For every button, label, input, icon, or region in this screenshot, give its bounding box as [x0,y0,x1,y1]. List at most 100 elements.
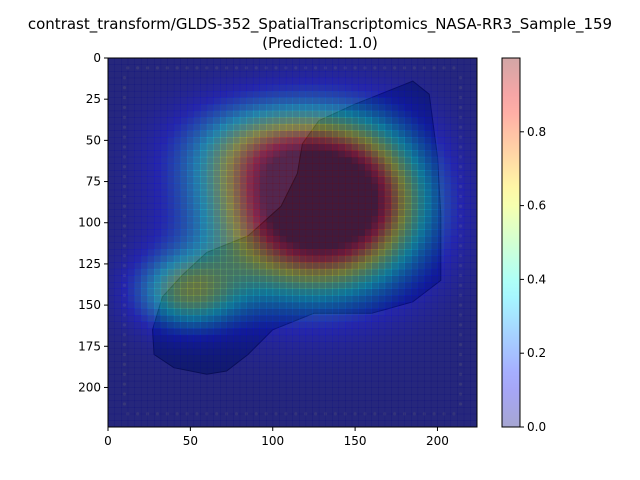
heat-cell [193,249,201,257]
heat-cell [187,176,195,184]
heat-cell [226,413,234,421]
heat-cell [173,229,181,237]
heat-cell [187,361,195,369]
heat-cell [114,295,122,303]
heat-cell [463,367,471,375]
heat-cell [259,288,267,296]
heat-cell [417,216,425,224]
heat-cell [206,328,214,336]
heat-cell [292,288,300,296]
heat-cell [325,314,333,322]
heat-cell [292,90,300,98]
heat-cell [364,104,372,112]
heat-cell [246,308,254,316]
heat-cell [378,229,386,237]
heat-cell [351,308,359,316]
heat-cell [397,314,405,322]
heat-cell [318,97,326,105]
heat-cell [364,229,372,237]
heat-cell [364,97,372,105]
heat-cell [121,90,129,98]
heat-cell [193,235,201,243]
heat-cell [147,110,155,118]
heat-cell [140,262,148,270]
heat-cell [338,163,346,171]
heat-cell [450,301,458,309]
heat-cell [424,249,432,257]
heat-cell [292,71,300,79]
heat-cell [299,170,307,178]
heat-cell [140,361,148,369]
heat-cell [226,249,234,257]
heat-cell [252,189,260,197]
heat-cell [397,229,405,237]
heat-cell [180,150,188,158]
heat-cell [345,123,353,131]
heat-cell [272,58,280,65]
heat-cell [437,104,445,112]
heat-cell [470,328,477,336]
heat-cell [384,156,392,164]
heat-cell [292,143,300,151]
heat-cell [160,209,168,217]
heat-cell [206,400,214,408]
heat-cell [292,400,300,408]
heat-cell [397,374,405,382]
heat-cell [338,97,346,105]
heat-cell [411,420,419,427]
heat-cell [430,150,438,158]
heat-cell [430,90,438,98]
heat-cell [140,255,148,263]
heat-cell [200,334,208,342]
heat-cell [397,143,405,151]
heat-cell [470,58,477,65]
heat-cell [299,314,307,322]
heat-cell [444,137,452,145]
heat-cell [200,308,208,316]
heat-cell [200,77,208,85]
heat-cell [206,77,214,85]
heat-cell [299,308,307,316]
heat-cell [154,407,162,415]
heat-cell [378,176,386,184]
heat-cell [147,282,155,290]
heat-cell [358,235,366,243]
heat-cell [437,314,445,322]
heat-cell [108,58,115,65]
heat-cell [332,314,340,322]
heat-cell [180,387,188,395]
heat-cell [160,71,168,79]
heat-cell [239,301,247,309]
heat-cell [397,295,405,303]
heat-cell [140,189,148,197]
heat-cell [338,275,346,283]
heat-cell [318,209,326,217]
heat-cell [397,71,405,79]
heat-cell [134,361,142,369]
heat-cell [292,314,300,322]
heat-cell [121,137,129,145]
heat-cell [108,400,115,408]
heat-cell [187,413,195,421]
heat-cell [391,189,399,197]
heat-cell [305,170,313,178]
heat-cell [108,262,115,270]
heat-cell [358,255,366,263]
heat-cell [220,196,228,204]
heat-cell [397,347,405,355]
heat-cell [444,84,452,92]
heat-cell [173,288,181,296]
heat-cell [397,77,405,85]
heat-cell [444,328,452,336]
heat-cell [378,321,386,329]
slide-dot [122,392,127,396]
heat-cell [312,77,320,85]
heat-cell [338,268,346,276]
heat-cell [312,288,320,296]
heat-cell [444,275,452,283]
heat-cell [411,110,419,118]
heat-cell [108,222,115,230]
heat-cell [391,156,399,164]
heat-cell [114,189,122,197]
heat-cell [246,64,254,72]
